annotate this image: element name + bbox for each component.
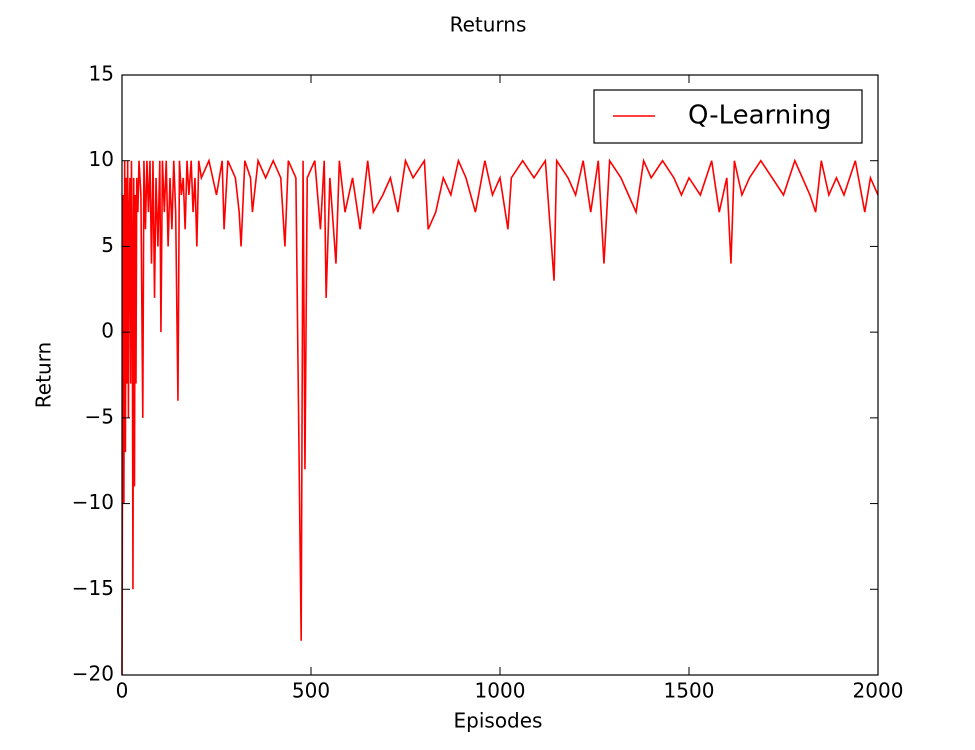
x-tick-label: 2000 [853,679,904,703]
x-tick-label: 500 [292,679,330,703]
y-axis-label: Return [32,342,56,408]
y-tick-label: 5 [101,233,114,257]
legend-box [593,89,863,144]
legend-label: Q-Learning [688,101,831,131]
x-tick-label: 1000 [475,679,526,703]
y-tick-label: 10 [89,147,114,171]
line-series [121,157,879,676]
x-tick-label: 1500 [664,679,715,703]
y-tick-label: 0 [101,319,114,343]
y-tick-label: −20 [72,662,114,686]
chart-title: Returns [450,13,527,37]
y-tick-label: 15 [89,62,114,86]
x-tick-label: 0 [116,679,129,703]
y-tick-label: −15 [72,576,114,600]
y-tick-label: −10 [72,490,114,514]
x-axis-label: Episodes [454,709,543,733]
y-tick-label: −5 [85,404,114,428]
